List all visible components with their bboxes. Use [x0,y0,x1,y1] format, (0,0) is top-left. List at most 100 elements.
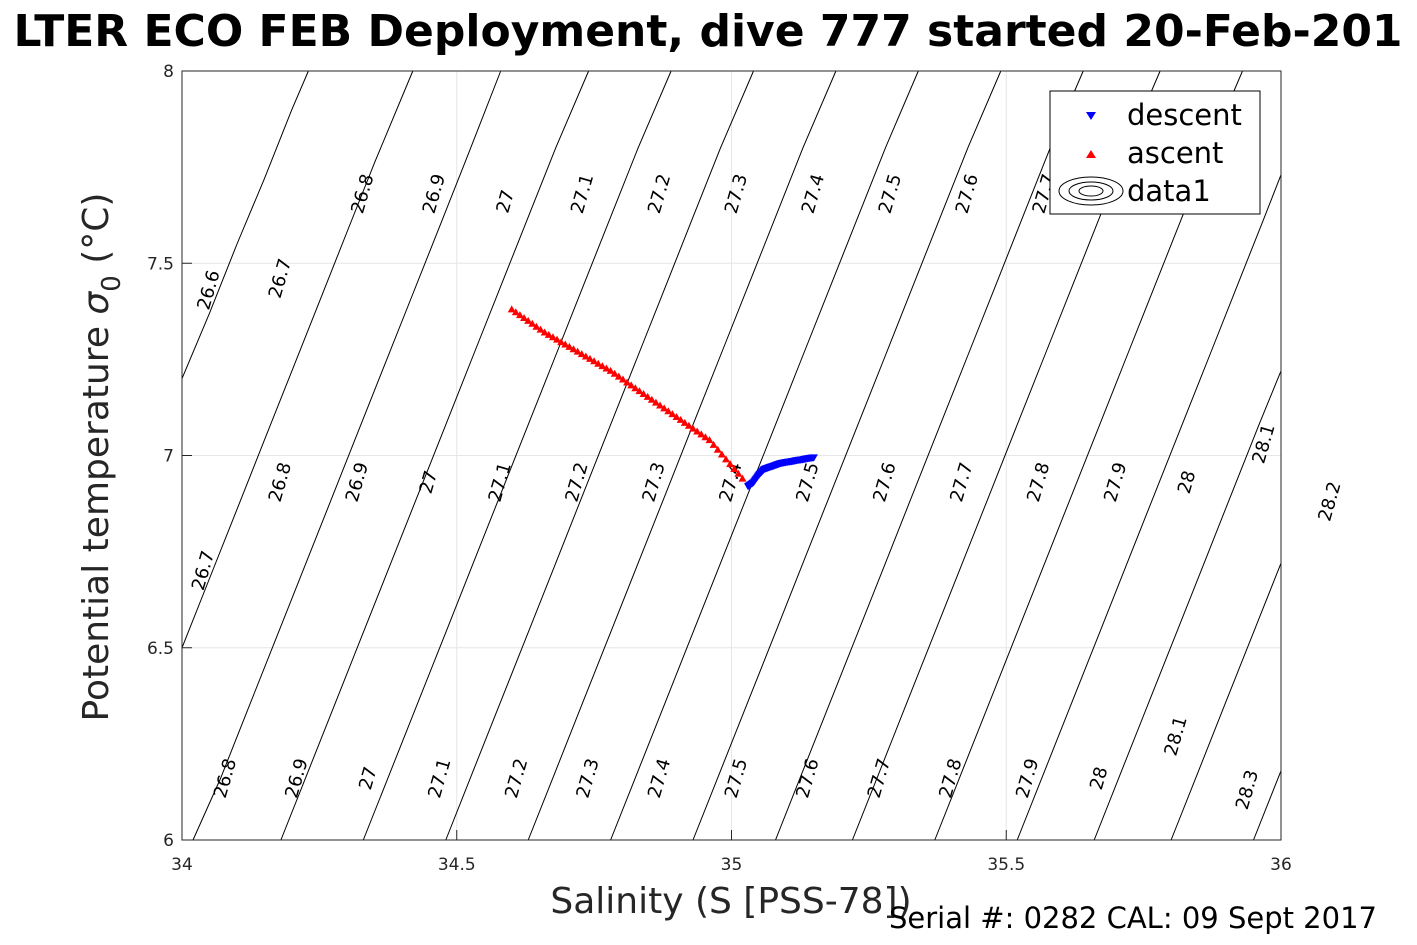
legend: descent ascent data1 [1049,90,1261,215]
ascent-point [507,305,516,313]
ascent-point [511,308,520,316]
ascent-point [515,311,524,319]
ascent-point [536,325,545,333]
ascent-point [660,404,669,412]
x-tick-label: 36 [1270,855,1292,875]
y-tick-label: 7.5 [147,254,174,274]
contour-line-26.6 [181,70,309,379]
y-tick-label: 7 [163,447,174,467]
ascent-point [623,378,632,386]
y-axis-label-main: Potential temperature [76,315,117,722]
ascent-point [639,389,648,397]
x-axis-ticks: 34 34.5 35 35.5 36 [171,830,1292,875]
ascent-point [717,450,726,458]
legend-descent-label: descent [1127,98,1242,132]
ascent-point [602,364,611,372]
legend-data1-label: data1 [1127,174,1211,208]
ascent-point [606,366,615,374]
ascent-point [618,375,627,383]
y-tick-label: 6.5 [147,639,174,659]
ascent-point [598,362,607,370]
legend-ascent-marker [1086,150,1096,158]
ascent-point [668,410,677,418]
ascent-point [689,424,698,432]
contour-line-28 [1170,563,1282,841]
contour-line-27.4 [692,70,1002,841]
y-tick-label: 8 [163,62,174,82]
contour-line-27 [362,70,672,841]
ascent-point [726,460,735,468]
ascent-point [565,342,574,350]
ascent-point [577,350,586,358]
x-tick-label: 34.5 [438,855,476,875]
contour-line-27.1 [445,70,754,841]
contour-line-27.9 [1093,370,1282,841]
ascent-point [697,430,706,438]
ascent-point [705,436,714,444]
ascent-point [722,455,731,463]
ascent-point [684,421,693,429]
contour-line-26.9 [280,70,590,841]
ascent-point [557,338,566,346]
legend-box [1049,90,1261,215]
contour-line-27.3 [610,70,919,841]
y-axis-label-sigma: σ [76,291,117,315]
y-axis-label-subscript: 0 [97,275,127,292]
ascent-point [734,469,743,477]
ascent-point [647,395,656,403]
contour-line-28.1 [1253,770,1282,841]
x-tick-label: 34 [171,855,193,875]
x-tick-label: 35.5 [987,855,1025,875]
ascent-point [635,387,644,395]
ascent-point [548,333,557,341]
descent-point [809,454,818,462]
ascent-point [709,440,718,448]
contour-line-27.5 [775,70,1084,841]
data-series [507,305,818,491]
ascent-point [610,369,619,377]
ascent-point [631,384,640,392]
y-tick-label: 6 [163,831,174,851]
y-axis-ticks: 6 6.5 7 7.5 8 [147,62,192,851]
ascent-point [672,413,681,421]
ascent-point [524,316,533,324]
ascent-point [701,433,710,441]
ascent-point [651,398,660,406]
ascent-point [614,372,623,380]
ascent-point [540,328,549,336]
y-axis-label: Potential temperature σ0 (°C) [76,193,127,722]
ascent-point [532,322,541,330]
ascent-point [586,354,595,362]
ascent-point [643,392,652,400]
ascent-point [561,340,570,348]
ascent-point [664,407,673,415]
ascent-point [581,352,590,360]
ascent-point [520,314,529,322]
contour-line-26.8 [192,70,502,841]
ascent-point [590,357,599,365]
legend-descent-marker [1086,112,1096,120]
contour-line-27.2 [527,70,837,841]
y-axis-label-unit: (°C) [76,193,117,276]
contour-label: 28.2 [1314,479,1345,523]
ascent-point [680,418,689,426]
legend-ascent-label: ascent [1127,136,1223,170]
ascent-point [738,474,747,482]
contour-labels: 26.6 26.726.8 26.9 27 27.1 27.2 27.3 27.4 27.5 27… [188,172,1346,812]
ascent-point [676,415,685,423]
ascent-point [573,347,582,355]
chart-title: LTER ECO FEB Deployment, dive 777 starte… [13,6,1402,57]
ascent-point [528,319,537,327]
ascent-point [713,445,722,453]
ascent-point [730,464,739,472]
ascent-point [544,330,553,338]
ascent-point [627,381,636,389]
contour-line-26.7 [181,70,414,648]
x-axis-label: Salinity (S [PSS-78]) [550,881,911,922]
ascent-point [693,427,702,435]
isopycnal-contours [181,70,1282,841]
ascent-point [656,401,665,409]
x-tick-label: 35 [721,855,743,875]
contour-line-27.8 [1016,174,1282,841]
